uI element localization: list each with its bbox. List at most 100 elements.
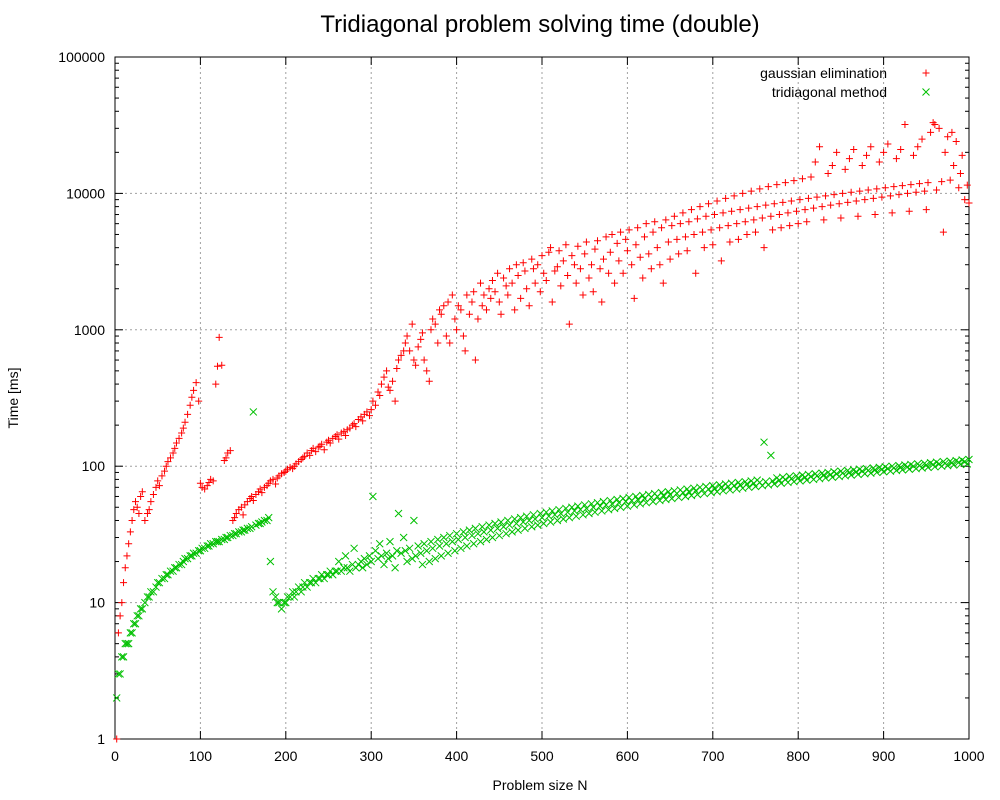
data-point-gaussian-elimination [625, 226, 633, 234]
data-point-tridiagonal-method [194, 546, 203, 555]
data-point-gaussian-elimination [929, 119, 937, 127]
data-point-gaussian-elimination [739, 189, 747, 197]
data-point-gaussian-elimination [457, 306, 465, 314]
data-point-tridiagonal-method [382, 549, 391, 558]
data-point-gaussian-elimination [342, 431, 350, 439]
data-point-tridiagonal-method [572, 512, 581, 521]
data-point-gaussian-elimination [753, 203, 761, 211]
data-point-tridiagonal-method [459, 528, 468, 536]
data-point-tridiagonal-method [431, 554, 440, 563]
y-tick-label: 1 [97, 731, 105, 747]
x-tick-label: 0 [111, 748, 119, 764]
data-point-tridiagonal-method [239, 526, 247, 534]
data-point-gaussian-elimination [699, 228, 707, 236]
data-point-gaussian-elimination [881, 184, 889, 192]
data-point-gaussian-elimination [410, 356, 418, 364]
data-point-gaussian-elimination [417, 335, 425, 343]
x-axis-ticks: 0 100 200 300 400 500 600 700 800 900 1000 [111, 57, 985, 764]
data-point-gaussian-elimination [924, 179, 932, 187]
data-point-gaussian-elimination [502, 282, 510, 290]
data-point-gaussian-elimination [572, 279, 580, 287]
data-point-gaussian-elimination [508, 279, 516, 287]
data-point-gaussian-elimination [531, 279, 539, 287]
data-point-gaussian-elimination [118, 599, 126, 607]
data-point-gaussian-elimination [687, 206, 695, 214]
data-point-gaussian-elimination [545, 248, 553, 256]
data-point-gaussian-elimination [258, 489, 266, 497]
data-point-gaussian-elimination [350, 420, 358, 428]
data-point-gaussian-elimination [662, 216, 670, 224]
data-point-tridiagonal-method [164, 570, 172, 579]
data-point-tridiagonal-method [949, 461, 958, 469]
x-tick-label: 700 [701, 748, 725, 764]
data-point-tridiagonal-method [488, 533, 497, 542]
data-point-gaussian-elimination [371, 401, 379, 409]
data-point-gaussian-elimination [495, 298, 503, 306]
data-point-gaussian-elimination [915, 180, 923, 188]
data-point-tridiagonal-method [565, 513, 574, 522]
data-point-gaussian-elimination [384, 383, 392, 391]
data-point-gaussian-elimination [171, 444, 179, 452]
data-point-gaussian-elimination [314, 443, 322, 451]
data-point-tridiagonal-method [661, 495, 670, 504]
data-point-tridiagonal-method [367, 557, 376, 566]
data-point-tridiagonal-method [340, 563, 348, 572]
data-point-tridiagonal-method [129, 619, 138, 628]
data-point-tridiagonal-method [297, 587, 306, 596]
x-tick-label: 500 [530, 748, 554, 764]
data-point-tridiagonal-method [124, 639, 133, 648]
data-point-tridiagonal-method [131, 619, 140, 628]
data-point-gaussian-elimination [864, 186, 872, 194]
data-point-tridiagonal-method [384, 554, 393, 563]
grid [115, 57, 969, 739]
data-point-tridiagonal-method [186, 552, 195, 560]
data-point-gaussian-elimination [359, 417, 367, 425]
data-point-gaussian-elimination [820, 216, 828, 224]
data-point-gaussian-elimination [538, 252, 546, 260]
data-point-gaussian-elimination [786, 222, 794, 230]
data-point-gaussian-elimination [777, 224, 785, 232]
data-point-gaussian-elimination [440, 302, 448, 310]
data-point-gaussian-elimination [933, 186, 941, 194]
data-point-tridiagonal-method [486, 526, 495, 534]
data-point-gaussian-elimination [446, 339, 454, 347]
data-point-tridiagonal-method [570, 507, 579, 515]
data-point-gaussian-elimination [792, 207, 800, 215]
data-point-gaussian-elimination [179, 424, 187, 432]
data-point-gaussian-elimination [811, 158, 819, 166]
data-point-gaussian-elimination [135, 510, 143, 518]
data-point-gaussian-elimination [892, 155, 900, 163]
data-point-gaussian-elimination [702, 212, 710, 220]
data-point-tridiagonal-method [943, 461, 952, 470]
data-point-gaussian-elimination [830, 191, 838, 199]
data-point-tridiagonal-method [141, 598, 149, 607]
data-point-tridiagonal-method [264, 513, 273, 522]
data-point-gaussian-elimination [149, 491, 157, 499]
data-point-gaussian-elimination [668, 222, 676, 230]
data-point-tridiagonal-method [956, 460, 965, 469]
data-point-tridiagonal-method [341, 552, 350, 560]
data-point-gaussian-elimination [693, 215, 701, 223]
x-tick-label: 100 [189, 748, 213, 764]
data-point-gaussian-elimination [548, 298, 556, 306]
data-point-gaussian-elimination [602, 233, 610, 241]
data-point-gaussian-elimination [649, 228, 657, 236]
data-point-gaussian-elimination [630, 294, 638, 302]
data-point-gaussian-elimination [750, 216, 758, 224]
data-point-tridiagonal-method [525, 516, 534, 525]
data-point-gaussian-elimination [145, 506, 153, 514]
data-point-gaussian-elimination [752, 228, 759, 236]
data-point-gaussian-elimination [675, 250, 683, 258]
data-point-tridiagonal-method [719, 486, 727, 495]
data-point-gaussian-elimination [340, 427, 348, 435]
data-point-gaussian-elimination [403, 332, 411, 340]
data-point-tridiagonal-method [388, 552, 397, 560]
data-point-gaussian-elimination [758, 214, 766, 222]
data-point-gaussian-elimination [647, 265, 655, 273]
data-point-gaussian-elimination [463, 291, 471, 299]
data-point-tridiagonal-method [416, 549, 425, 558]
data-point-tridiagonal-method [828, 473, 837, 482]
data-point-gaussian-elimination [873, 185, 881, 193]
data-point-gaussian-elimination [918, 135, 926, 143]
